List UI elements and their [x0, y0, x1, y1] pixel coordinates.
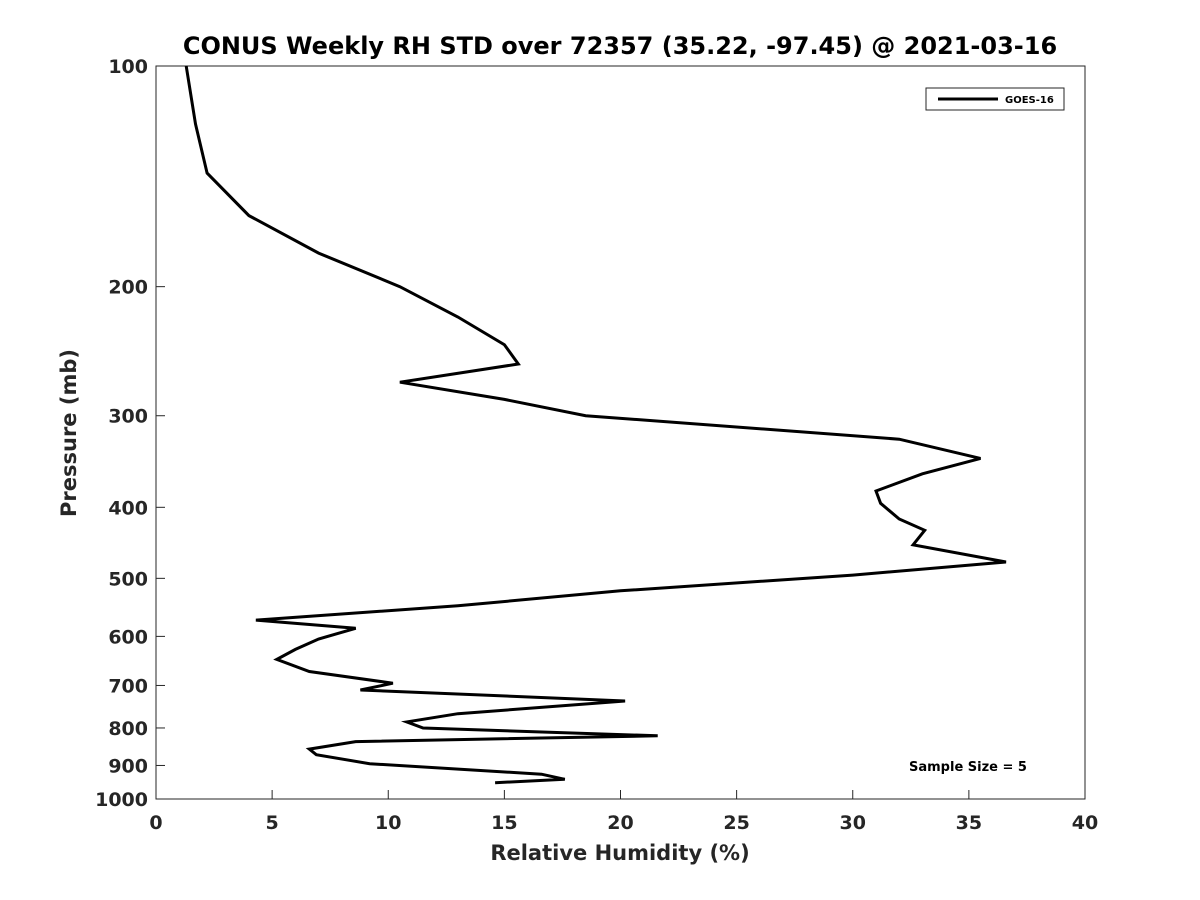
chart-title: CONUS Weekly RH STD over 72357 (35.22, -…	[183, 32, 1057, 60]
x-tick-label: 0	[149, 812, 162, 834]
y-tick-label: 900	[108, 755, 148, 777]
legend: GOES-16	[925, 87, 1065, 111]
x-tick-label: 25	[723, 812, 749, 834]
x-tick-label: 30	[840, 812, 866, 834]
y-tick-label: 200	[108, 277, 148, 299]
y-tick-label: 300	[108, 406, 148, 428]
y-tick-label: 400	[108, 497, 148, 519]
x-axis-label: Relative Humidity (%)	[490, 841, 749, 865]
y-axis-label: Pressure (mb)	[57, 349, 81, 517]
x-tick-label: 5	[266, 812, 279, 834]
series-layer	[184, 65, 1007, 785]
x-tick-label: 35	[956, 812, 982, 834]
y-axis: 100 200 300 400 500 600 700 800 900 1000	[95, 56, 165, 811]
legend-entry-goes-16: GOES-16	[1005, 95, 1054, 106]
x-tick-label: 40	[1072, 812, 1098, 834]
y-tick-label: 1000	[95, 789, 148, 811]
y-tick-label: 100	[108, 56, 148, 78]
series-line-goes-16	[184, 65, 1007, 785]
sample-size-annotation: Sample Size = 5	[909, 760, 1027, 775]
y-tick-label: 700	[108, 675, 148, 697]
y-tick-label: 500	[108, 568, 148, 590]
x-axis: 0 5 10 15 20 25 30 35 40	[149, 790, 1098, 834]
x-tick-label: 20	[607, 812, 633, 834]
x-tick-label: 15	[491, 812, 517, 834]
x-tick-label: 10	[375, 812, 401, 834]
y-tick-label: 800	[108, 718, 148, 740]
y-tick-label: 600	[108, 626, 148, 648]
